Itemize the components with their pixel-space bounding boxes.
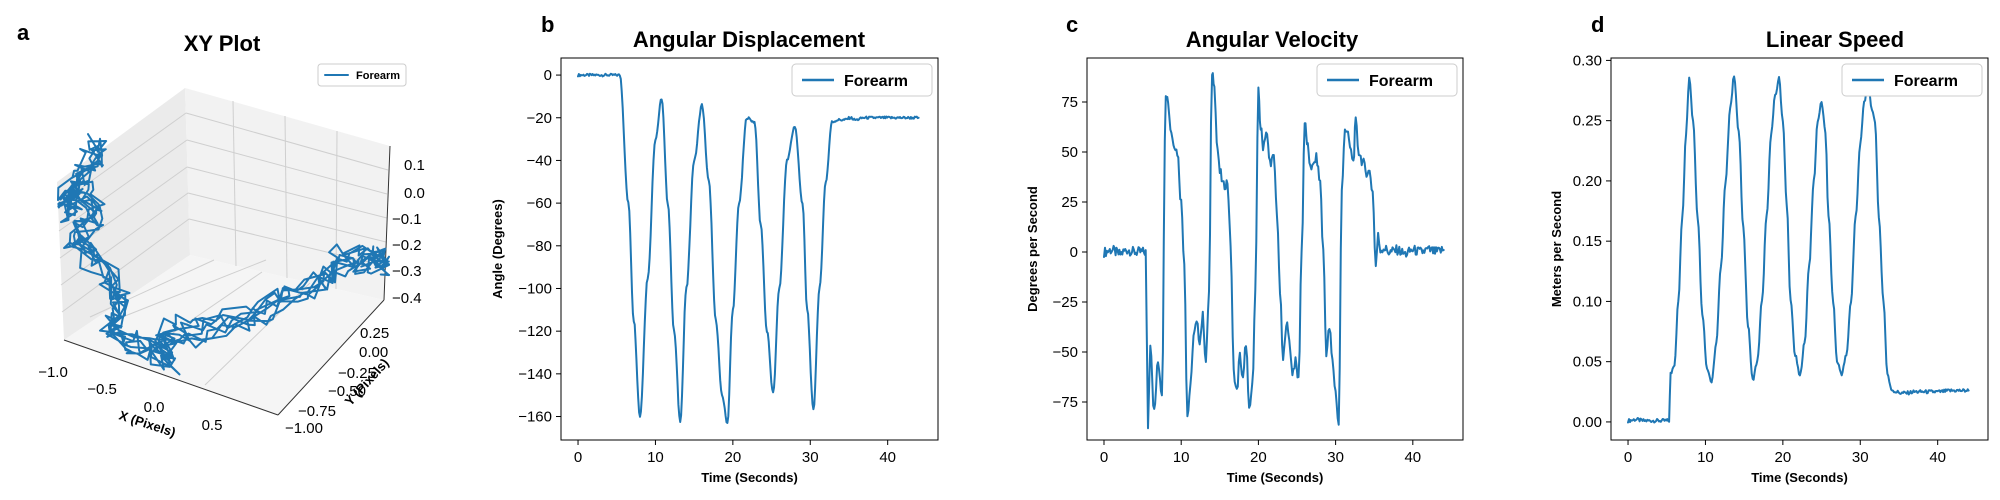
x-axis-label: Time (Seconds): [701, 470, 798, 485]
y-tick-label: 0.25: [360, 325, 389, 342]
chart-title-d: Linear Speed: [1766, 27, 1904, 52]
y-axis-label: Meters per Second: [1549, 191, 1564, 307]
legend: Forearm: [1841, 63, 1983, 97]
z-tick-label: −0.3: [392, 263, 422, 280]
y-tick-label: −80: [527, 238, 552, 255]
z-tick-label: −0.4: [392, 290, 422, 307]
y-tick-label: 0.10: [1573, 293, 1602, 310]
legend-a: Forearm: [317, 63, 407, 87]
panel-letter-c: c: [1066, 12, 1078, 37]
legend-label: Forearm: [844, 73, 908, 90]
legend-label: Forearm: [1369, 73, 1433, 90]
z-tick-label: 0.1: [404, 157, 425, 174]
x-tick-label: 0: [1624, 449, 1632, 466]
chart-title-a: XY Plot: [184, 31, 261, 56]
series-forearm-3d: [57, 133, 390, 376]
y-tick-label: −60: [527, 195, 552, 212]
y-tick-label: −100: [518, 280, 552, 297]
legend-label: Forearm: [356, 70, 400, 82]
x-tick-label: 30: [1852, 449, 1869, 466]
y-axis-label: Degrees per Second: [1025, 186, 1040, 312]
x-tick-label: 0.5: [202, 417, 223, 434]
angular-displacement-chart: 0 10 20 30 40 0 −20 −40 −60 −80 −100 −120 −140 −160 Ti…: [490, 57, 939, 485]
panel-letter-d: d: [1591, 12, 1604, 37]
x-tick-label: 40: [879, 449, 896, 466]
y-tick-label: 50: [1061, 144, 1078, 161]
linear-speed-chart: 0 10 20 30 40 0.30 0.25 0.20 0.15 0.10 0.05 0.00 Tim…: [1549, 52, 1989, 485]
x-tick-label: 40: [1929, 449, 1946, 466]
y-tick-label: −20: [527, 110, 552, 127]
series-line-forearm: [577, 72, 920, 424]
series-line-forearm: [1103, 72, 1445, 430]
z-tick-label: −0.2: [392, 237, 422, 254]
legend: Forearm: [791, 63, 933, 97]
legend-box: [317, 63, 407, 87]
x-axis-line: [63, 339, 279, 416]
y-axis-line: [277, 299, 385, 416]
y-tick-label: −50: [1053, 344, 1078, 361]
z-tick-labels-a: 0.1 0.0 −0.1 −0.2 −0.3 −0.4: [392, 157, 425, 307]
plot-area-frame: [1086, 57, 1464, 441]
x-tick-label: −1.0: [38, 364, 68, 381]
y-tick-label: −120: [518, 323, 552, 340]
y-tick-label: −140: [518, 366, 552, 383]
panel-letter-b: b: [541, 12, 554, 37]
x-tick-label: −0.5: [87, 381, 117, 398]
x-tick-label: 10: [1173, 449, 1190, 466]
x-tick-label: 10: [1697, 449, 1714, 466]
x-axis-label: Time (Seconds): [1227, 470, 1324, 485]
y-tick-label: 0.00: [359, 344, 388, 361]
legend-label: Forearm: [1894, 73, 1958, 90]
y-tick-label: −160: [518, 409, 552, 426]
angular-velocity-chart: 0 10 20 30 40 75 50 25 0 −25 −50 −75 Time (Seconds) D…: [1025, 57, 1464, 485]
chart-title-b: Angular Displacement: [633, 27, 866, 52]
x-tick-label: 40: [1404, 449, 1421, 466]
pane-floor: [64, 255, 384, 415]
y-tick-label: −0.50: [328, 383, 366, 400]
y-axis-label: Angle (Degrees): [490, 199, 505, 299]
y-tick-label: 0.30: [1573, 52, 1602, 69]
x-tick-label: 30: [802, 449, 819, 466]
y-tick-label: 0.00: [1573, 414, 1602, 431]
z-tick-label: −0.1: [392, 211, 422, 228]
plot-area-frame: [560, 57, 939, 441]
y-tick-label: −0.25: [338, 365, 376, 382]
x-tick-labels-a: −1.0 −0.5 0.0 0.5: [38, 364, 222, 434]
y-tick-label: 75: [1061, 94, 1078, 111]
x-tick-label: 0: [574, 449, 582, 466]
x-tick-label: 10: [647, 449, 664, 466]
y-tick-labels-a: −1.00 −0.75 −0.50 −0.25 0.00 0.25: [285, 325, 389, 437]
chart-title-c: Angular Velocity: [1186, 27, 1359, 52]
y-tick-label: −25: [1053, 294, 1078, 311]
y-tick-label: 0.25: [1573, 113, 1602, 130]
x-tick-label: 0: [1100, 449, 1108, 466]
pane-left: [57, 88, 190, 340]
x-axis-label: Time (Seconds): [1751, 470, 1848, 485]
series-line-forearm: [1627, 75, 1970, 424]
x-tick-label: 20: [1775, 449, 1792, 466]
y-tick-label: 0.05: [1573, 354, 1602, 371]
y-tick-label: 0.20: [1573, 173, 1602, 190]
y-tick-label: 0.15: [1573, 233, 1602, 250]
legend-box: [791, 63, 933, 97]
y-tick-label: −0.75: [298, 403, 336, 420]
x-tick-label: 20: [1250, 449, 1267, 466]
y-tick-label: −40: [527, 152, 552, 169]
z-tick-label: 0.0: [404, 185, 425, 202]
x-tick-label: 0.0: [144, 399, 165, 416]
y-tick-label: −1.00: [285, 420, 323, 437]
y-tick-label: 0: [1070, 244, 1078, 261]
y-tick-label: 0: [544, 67, 552, 84]
legend-box: [1316, 63, 1458, 97]
y-tick-label: −75: [1053, 394, 1078, 411]
x-tick-label: 20: [725, 449, 742, 466]
x-tick-label: 30: [1327, 449, 1344, 466]
legend: Forearm: [1316, 63, 1458, 97]
y-tick-label: 25: [1061, 194, 1078, 211]
xy-plot-3d: −1.0 −0.5 0.0 0.5 −1.00 −0.75 −0.50 −0.2…: [38, 63, 425, 440]
plot-area-frame: [1610, 57, 1989, 441]
panel-letter-a: a: [17, 20, 30, 45]
legend-box: [1841, 63, 1983, 97]
